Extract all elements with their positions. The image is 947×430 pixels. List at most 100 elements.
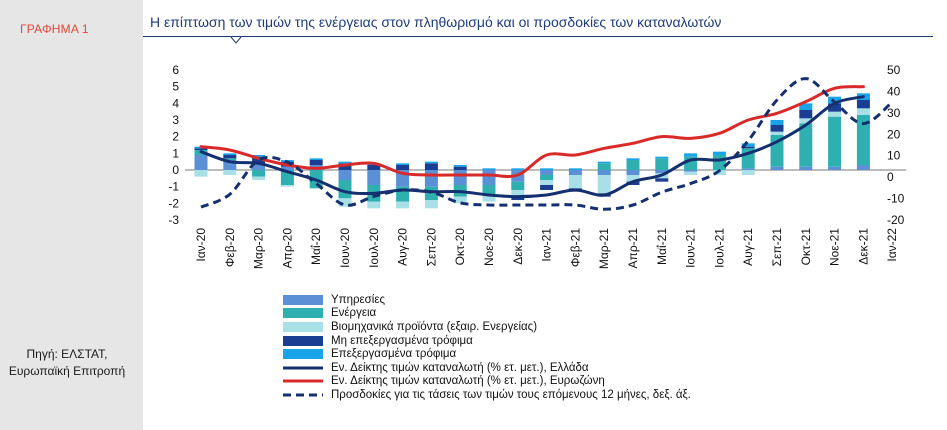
legend-item: Μη επεξεργασμένα τρόφιμα: [283, 334, 691, 348]
bar-segment-1: [626, 170, 640, 175]
y-right-tick-label: 50: [887, 63, 901, 77]
bar-segment-4: [223, 155, 237, 159]
bar-segment-4: [828, 103, 842, 112]
y-right-tick-label: 10: [887, 149, 901, 163]
x-tick-label: Μαΐ-20: [309, 228, 323, 265]
y-left-tick-label: -1: [168, 180, 179, 194]
x-tick-label: Νοε-21: [828, 228, 842, 266]
x-tick-label: Ιαν-21: [540, 228, 554, 262]
y-right-tick-label: -20: [887, 213, 905, 227]
legend-item: Εν. Δείκτης τιμών καταναλωτή (% ετ. μετ.…: [283, 361, 691, 375]
x-tick-label: Ιαν-22: [885, 228, 899, 262]
y-right-tick-label: 0: [887, 170, 894, 184]
bar-segment-3: [828, 111, 842, 117]
y-left-tick-label: 5: [172, 80, 179, 94]
bar-segment-2: [655, 158, 669, 170]
bar-segment-2: [252, 170, 266, 177]
x-tick-label: Σεπ-21: [770, 228, 784, 267]
title-divider: [143, 36, 933, 37]
bar-segment-4: [194, 148, 208, 150]
bar-segment-4: [540, 185, 554, 190]
legend-label: Βιομηχανικά προϊόντα (εξαιρ. Ενεργείας): [331, 320, 538, 333]
y-right-tick-label: 40: [887, 84, 901, 98]
bar-segment-5: [223, 153, 237, 155]
x-tick-label: Μαΐ-21: [655, 228, 669, 265]
bar-segment-4: [424, 163, 438, 170]
bar-segment-1: [540, 170, 554, 175]
bar-segment-4: [511, 196, 525, 200]
bar-segment-2: [424, 186, 438, 200]
bar-segment-3: [280, 185, 294, 187]
bar-segment-2: [626, 160, 640, 170]
bar-segment-1: [568, 170, 582, 175]
bar-segment-1: [338, 170, 352, 180]
x-tick-label: Ιουλ-21: [712, 228, 726, 268]
x-tick-label: Απρ-20: [280, 228, 294, 269]
y-left-tick-label: 6: [172, 63, 179, 77]
x-tick-label: Ιουλ-20: [367, 228, 381, 268]
legend-swatch: [283, 363, 323, 373]
y-right-tick-label: 30: [887, 106, 901, 120]
legend-item: Προσδοκίες για τις τάσεις των τιμών τους…: [283, 388, 691, 402]
series-line-1: [199, 95, 865, 199]
bar-segment-4: [309, 160, 323, 165]
bar-segment-5: [684, 153, 698, 157]
legend-label: Μη επεξεργασμένα τρόφιμα: [331, 334, 473, 347]
x-tick-label: Απρ-21: [626, 228, 640, 269]
bar-segment-5: [741, 143, 755, 147]
legend-label: Εν. Δείκτης τιμών καταναλωτή (% ετ. μετ.…: [331, 361, 589, 374]
bar-segment-3: [856, 108, 870, 115]
bar-segment-3: [194, 170, 208, 177]
bar-segment-4: [741, 146, 755, 149]
bar-segment-5: [626, 158, 640, 160]
y-right-tick-label: -10: [887, 192, 905, 206]
bar-segment-1: [482, 170, 496, 185]
series-line-2: [199, 85, 865, 178]
legend-swatch: [283, 376, 323, 386]
x-tick-label: Φεβ-20: [223, 228, 237, 267]
legend-label: Επεξεργασμένα τρόφιμα: [331, 348, 457, 361]
figure-label: ΓΡΑΦΗΜΑ 1: [20, 22, 89, 36]
bar-segment-2: [828, 116, 842, 167]
side-panel: ΓΡΑΦΗΜΑ 1 Πηγή: ΕΛΣΤΑΤ, Ευρωπαϊκή Επιτρο…: [0, 0, 140, 430]
bar-segment-3: [424, 200, 438, 209]
legend-label: Υπηρεσίες: [331, 293, 385, 306]
y-left-tick-label: -3: [168, 213, 179, 227]
legend-label: Προσδοκίες για τις τάσεις των τιμών τους…: [331, 388, 691, 401]
bar-segment-1: [597, 170, 611, 175]
bar-segment-3: [770, 131, 784, 135]
bar-segment-3: [568, 175, 582, 189]
bar-segment-1: [799, 166, 813, 170]
bar-segment-3: [799, 118, 813, 124]
y-left-tick-label: 3: [172, 113, 179, 127]
legend-item: Ενέργεια: [283, 307, 691, 321]
legend-item: Επεξεργασμένα τρόφιμα: [283, 347, 691, 361]
x-tick-label: Ιουν-21: [684, 228, 698, 268]
bar-segment-5: [309, 158, 323, 160]
y-left-tick-label: -2: [168, 196, 179, 210]
bar-segment-5: [511, 168, 525, 170]
legend: Υπηρεσίες Ενέργεια Βιομηχανικά προϊόντα (ε…: [283, 293, 691, 402]
x-tick-label: Φεβ-21: [568, 228, 582, 267]
bar-segment-4: [799, 110, 813, 119]
chart-title: Η επίπτωση των τιμών της ενέργειας στον …: [150, 14, 722, 30]
bar-segment-3: [252, 176, 266, 180]
bar-segment-1: [367, 170, 381, 185]
bar-segment-4: [626, 181, 640, 185]
bar-segment-5: [712, 151, 726, 155]
x-tick-label: Αυγ-20: [396, 228, 410, 266]
bar-segment-5: [396, 163, 410, 165]
legend-label: Εν. Δείκτης τιμών καταναλωτή (% ετ. μετ.…: [331, 375, 605, 388]
x-tick-label: Μαρ-20: [252, 228, 266, 269]
x-tick-label: Αυγ-21: [741, 228, 755, 266]
bar-segment-3: [453, 196, 467, 204]
bar-segment-1: [856, 165, 870, 170]
bar-segment-5: [424, 161, 438, 164]
x-tick-label: Οκτ-21: [799, 228, 813, 266]
bar-segment-3: [626, 175, 640, 182]
bar-segment-5: [252, 155, 266, 157]
bar-segment-1: [280, 166, 294, 170]
legend-item: Βιομηχανικά προϊόντα (εξαιρ. Ενεργείας): [283, 320, 691, 334]
bar-segment-4: [655, 178, 669, 182]
